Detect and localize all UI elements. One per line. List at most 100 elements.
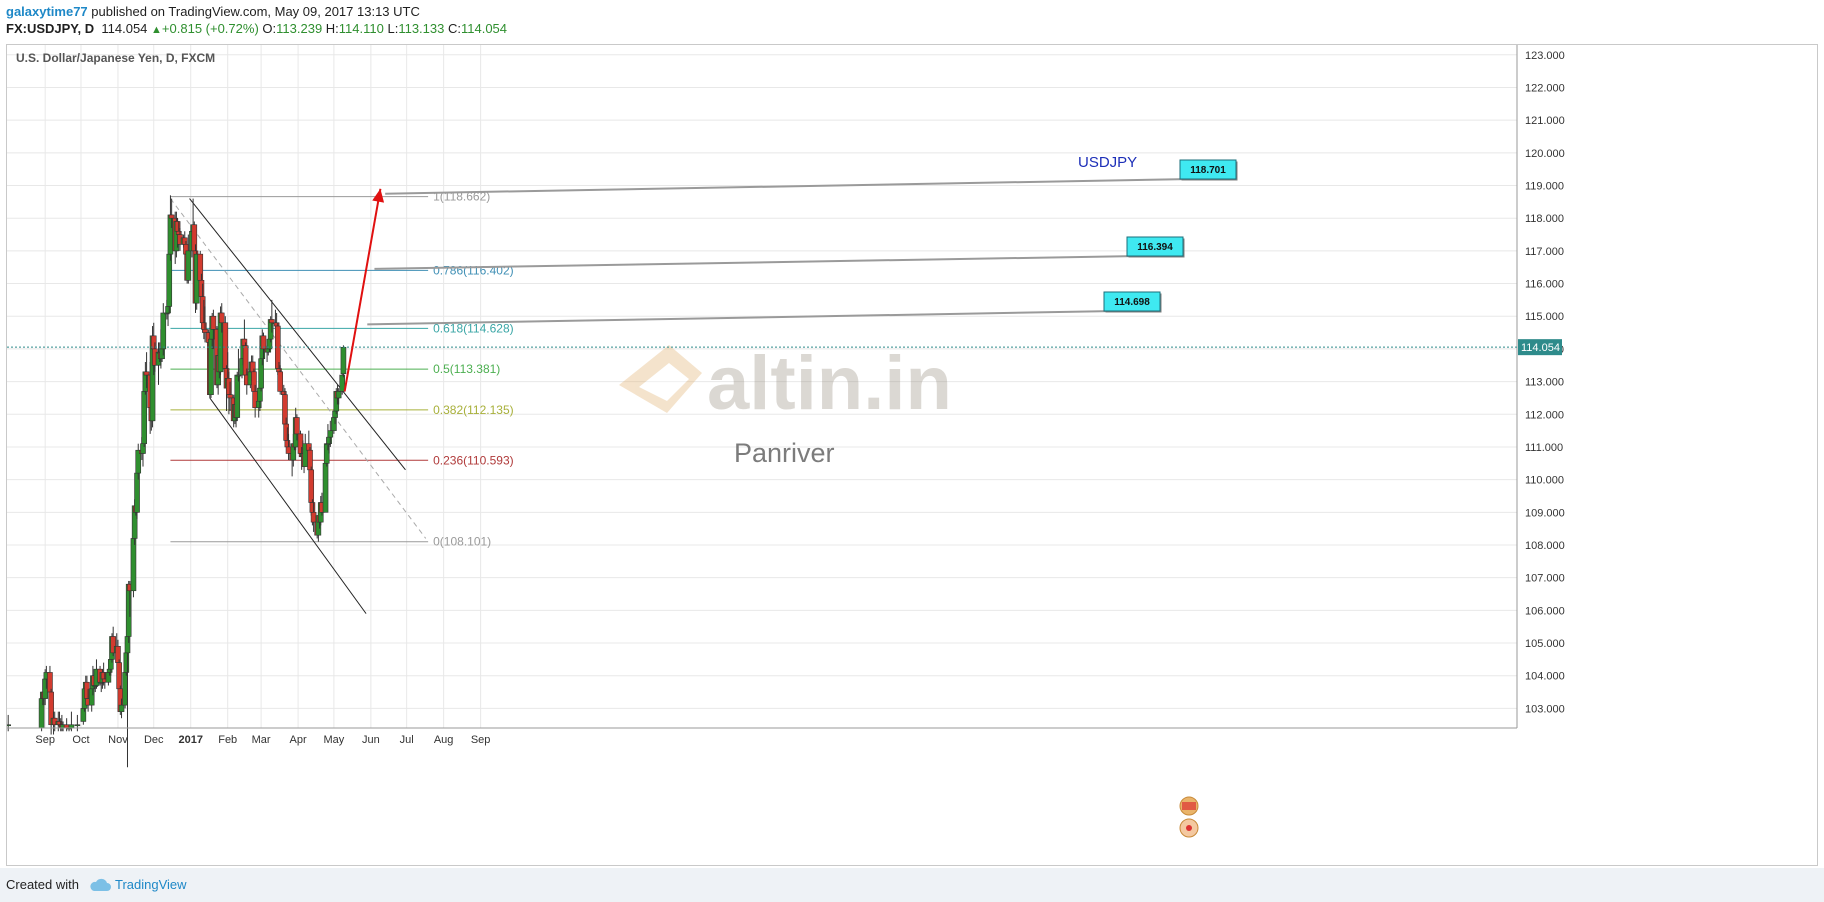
footer-bar: Created with TradingView [0,868,1824,902]
candle-body [140,443,146,454]
candle-body [285,446,292,454]
y-tick-label: 108.000 [1525,540,1565,552]
candle-body [175,230,182,235]
chart-container[interactable]: altin.in Panriver 1(118.662) 0.786(116.402… [5,44,1818,866]
low-label: L: [387,21,399,36]
x-tick-label: Nov [108,734,128,746]
candle [218,303,225,333]
candle-body [105,672,112,683]
candle-body [234,374,241,418]
candle [339,371,346,395]
y-tick-label: 121.000 [1525,115,1565,127]
y-tick-label: 113.000 [1525,377,1564,389]
y-tick-label: 104.000 [1525,671,1565,683]
candle [227,381,233,412]
candle-body [160,312,167,350]
tradingview-cloud-icon [88,877,112,898]
candle [143,352,150,389]
candle [251,368,257,392]
x-tick-label: Jun [362,734,380,746]
candle-body [199,296,206,324]
channel-line [209,397,367,614]
x-tick-label: May [323,734,344,746]
trendline-layer [170,198,427,614]
x-tick-label: Feb [218,734,237,746]
candle-body [181,237,188,245]
candle [294,414,300,441]
candle-body [134,472,140,513]
candle [260,332,267,359]
candle [241,319,248,349]
us-flag-stripes [1182,802,1196,810]
candle-body [331,417,337,431]
callout-leader [385,178,1193,195]
candle [210,309,217,349]
candle-body [56,721,63,726]
axes-layer: 123.000 122.000 121.000 120.000 119.000 118.0… [7,45,1565,746]
candle [269,299,275,333]
y-tick-label: 115.000 [1525,311,1564,323]
x-tick-label: Sep [471,734,491,746]
candle-body [47,672,53,693]
close-value: 114.054 [460,21,508,36]
candle-body [191,224,198,252]
created-with-label: Created with [6,877,79,892]
candle [234,371,241,421]
candle [208,329,214,398]
dashed-trend-line [170,198,427,539]
candle-body [260,335,267,350]
candle-body [107,659,114,670]
up-arrow-icon: ▲ [151,24,162,36]
candle-body [326,436,332,444]
candle-body [242,345,249,376]
author-link[interactable]: galaxytime77 [6,4,88,19]
candle-body [332,410,338,418]
candle-body [309,502,316,513]
candle-body [84,681,90,699]
target-callout: 116.394 [374,236,1185,270]
chart-title: U.S. Dollar/Japanese Yen, D, FXCM [16,51,215,65]
candle-body [168,214,175,219]
tradingview-link[interactable]: TradingView [115,877,187,892]
chart-annotation: USDJPY [1078,154,1137,171]
candle-body [226,378,232,395]
candle-body [130,538,137,592]
callout-box [1179,159,1237,180]
candle-body [198,279,205,297]
y-tick-label: 116.000 [1525,279,1564,291]
y-tick-label: 105.000 [1525,638,1565,650]
candle-body [297,433,304,454]
close-label: C: [447,21,461,36]
candle-body [283,423,289,441]
candle [275,322,281,376]
y-tick-label: 103.000 [1525,703,1565,715]
candle [47,665,53,696]
publish-line: galaxytime77 published on TradingView.co… [6,4,420,19]
high-value: 114.110 [338,21,384,36]
candle-body [307,449,313,471]
publish-header: galaxytime77 published on TradingView.co… [0,0,1824,44]
last-price: 114.054 [101,21,148,36]
callout-label: 116.394 [1137,242,1173,253]
candle [168,198,175,229]
candle-body [273,322,280,327]
candle-body [166,253,173,307]
candle-body [125,583,132,637]
candle [297,430,304,457]
candle-body [141,391,147,444]
current-price-badge [1518,339,1562,356]
candle-body [340,346,347,375]
candle-body [257,387,263,402]
candles-layer [5,195,347,768]
candle-body [124,636,131,654]
candle-body [115,646,121,663]
current-price-label: 114.054 [1521,342,1560,354]
y-tick-label: 106.000 [1525,605,1565,617]
candle-body [265,348,272,353]
candle [88,685,95,712]
candle [130,531,137,598]
candle-body [100,672,107,680]
candle [202,306,208,343]
y-tick-label: 119.000 [1525,181,1564,193]
